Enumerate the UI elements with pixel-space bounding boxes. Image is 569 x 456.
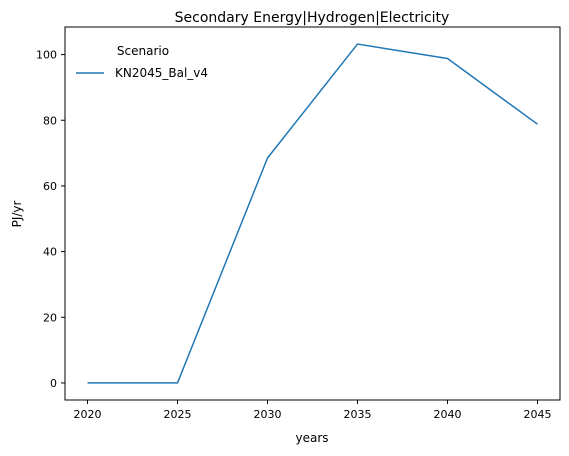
y-tick-label: 20 [43, 311, 57, 324]
series-group [87, 43, 538, 384]
x-tick-label: 2020 [74, 408, 102, 421]
y-tick-label: 0 [50, 377, 57, 390]
y-tick-label: 40 [43, 246, 57, 259]
x-axis-label: years [295, 431, 328, 445]
y-tick-label: 60 [43, 180, 57, 193]
plot-frame [64, 26, 561, 401]
x-tick-label: 2040 [434, 408, 462, 421]
x-tick-label: 2025 [164, 408, 192, 421]
x-tick-label: 2035 [344, 408, 372, 421]
y-tick-label: 100 [36, 49, 57, 62]
legend: Scenario KN2045_Bal_v4 [76, 44, 208, 80]
y-axis-label: PJ/yr [10, 201, 24, 228]
y-axis-ticks: 0 20 40 60 80 100 [36, 49, 65, 390]
x-tick-label: 2045 [524, 408, 552, 421]
x-tick-label: 2030 [254, 408, 282, 421]
x-axis-ticks: 2020 2025 2030 2035 2040 2045 [74, 400, 552, 421]
series-line-0 [87, 43, 538, 384]
legend-entry-label: KN2045_Bal_v4 [115, 66, 208, 80]
chart-title: Secondary Energy|Hydrogen|Electricity [175, 10, 450, 26]
legend-title: Scenario [117, 44, 169, 58]
y-tick-label: 80 [43, 114, 57, 127]
